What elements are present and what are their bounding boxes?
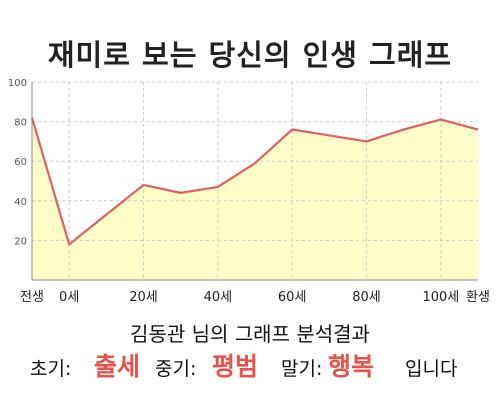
x-tick-label: 환생 — [466, 290, 490, 305]
x-tick-label: 0세 — [59, 290, 79, 305]
mid-label: 중기: — [155, 358, 197, 380]
result-suffix: 님의 그래프 분석결과 — [191, 322, 370, 346]
y-tick-label: 80 — [14, 118, 27, 129]
person-name: 김동관 — [130, 322, 186, 346]
y-tick-label: 60 — [14, 157, 27, 168]
early-value: 출세 — [94, 352, 141, 381]
chart-title: 재미로 보는 당신의 인생 그래프 — [47, 38, 453, 72]
result-line: 김동관 님의 그래프 분석결과 — [0, 318, 500, 347]
x-tick-label: 전생 — [20, 290, 44, 305]
x-tick-label: 40세 — [204, 290, 233, 305]
result-summary: 초기: 출세 중기: 평범 말기: 행복 입니다 — [0, 344, 500, 381]
y-tick-label: 20 — [14, 236, 27, 247]
y-tick-label: 100 — [8, 78, 27, 89]
life-chart: 20 40 60 80 100 전생 0세 20세 40세 60세 80세 100세 환생 — [8, 78, 490, 305]
summary-ending: 입니다 — [405, 358, 458, 380]
x-tick-label: 20세 — [129, 290, 158, 305]
early-label: 초기: — [30, 358, 72, 380]
late-label: 말기: — [281, 358, 323, 380]
late-value: 행복 — [328, 352, 375, 381]
x-tick-label: 60세 — [278, 290, 307, 305]
life-line — [30, 117, 479, 246]
x-tick-label: 100세 — [422, 290, 459, 305]
x-tick-label: 80세 — [352, 290, 381, 305]
mid-value: 평범 — [212, 352, 259, 381]
y-tick-label: 40 — [14, 197, 27, 208]
